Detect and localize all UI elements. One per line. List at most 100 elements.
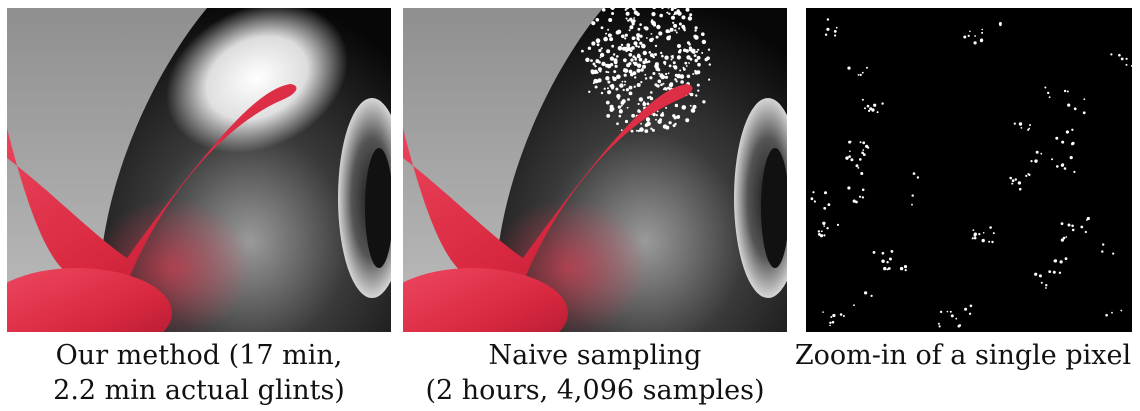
zoom-glint-dot <box>972 229 975 232</box>
zoom-glint-dot <box>1067 103 1071 107</box>
zoom-glint-dot <box>1086 216 1090 221</box>
zoom-glint-dot <box>1034 272 1038 276</box>
glint-dot <box>632 36 636 40</box>
glint-dot <box>645 60 649 64</box>
glint-dot <box>681 15 686 20</box>
glint-dot <box>637 109 641 113</box>
glint-dot <box>629 17 633 21</box>
glint-dot <box>658 72 661 75</box>
glint-dot <box>607 90 612 95</box>
glint-dot <box>661 111 664 114</box>
render-naive-sampling <box>403 8 787 332</box>
zoom-glint-dot <box>1029 124 1031 126</box>
glint-dot <box>640 81 643 84</box>
glint-dot <box>637 129 640 133</box>
glint-dot <box>667 8 670 9</box>
render-naive-sampling-image <box>403 8 787 332</box>
zoom-glint-dot <box>1083 98 1086 100</box>
glint-dot <box>657 119 662 124</box>
glint-dot <box>644 73 647 76</box>
zoom-glint-dot <box>1080 225 1084 229</box>
zoom-glint-dot <box>859 141 862 144</box>
zoom-glint-dot <box>1060 238 1064 242</box>
zoom-glint-dot <box>823 225 825 227</box>
glint-dot <box>678 27 681 30</box>
zoom-glint-dot <box>823 206 827 210</box>
glint-dot <box>685 8 690 12</box>
zoom-glint-dot <box>1060 163 1064 167</box>
glint-dot <box>692 48 696 52</box>
glint-dot <box>607 80 611 84</box>
glint-dot <box>610 83 614 87</box>
glint-dot <box>643 101 645 104</box>
zoom-glint-dot <box>991 240 994 244</box>
caption-line: 2.2 min actual glints) <box>53 375 345 406</box>
glint-dot <box>617 97 620 100</box>
glint-dot <box>623 73 627 77</box>
zoom-glint-dot <box>823 234 826 237</box>
glint-dot <box>608 18 613 22</box>
zoom-glint-dot <box>1112 252 1115 255</box>
glint-dot <box>655 84 659 88</box>
zoom-glint-dot <box>1020 127 1023 129</box>
zoom-glint-dot <box>852 199 856 203</box>
glint-dot <box>695 94 698 97</box>
glint-dot <box>652 55 655 59</box>
glint-dot <box>624 37 627 40</box>
glint-dot <box>665 72 668 76</box>
glint-dot <box>674 11 678 15</box>
glint-dot <box>639 41 643 45</box>
glint-dot <box>610 8 613 10</box>
glint-dot <box>630 58 634 62</box>
caption-line: (2 hours, 4,096 samples) <box>425 375 765 406</box>
zoom-glint-dot <box>820 230 823 233</box>
zoom-glint-dot <box>866 66 868 69</box>
zoom-glint-dot <box>1044 86 1047 89</box>
glint-dot <box>681 105 687 110</box>
glint-dot <box>666 11 669 14</box>
glint-dot <box>695 50 698 53</box>
zoom-glint-dot <box>829 321 832 324</box>
zoom-glint-dot <box>1062 236 1066 240</box>
zoom-glint-dot <box>981 31 984 34</box>
glint-dot <box>607 33 612 38</box>
zoom-glint-dot <box>834 34 837 37</box>
glint-dot <box>655 118 657 121</box>
glint-dot <box>642 102 647 107</box>
zoom-glint-dot <box>1025 174 1028 177</box>
zoom-glint-dot <box>999 23 1002 27</box>
glint-dot <box>696 55 701 60</box>
glint-dot <box>607 71 610 74</box>
glint-dot <box>599 56 602 59</box>
glint-dot <box>594 85 598 89</box>
zoom-glint-dot <box>862 141 866 145</box>
zoom-glint-dot <box>881 259 884 263</box>
glint-dot <box>643 26 647 30</box>
zoom-glint-dot <box>1040 281 1043 284</box>
glint-dot <box>639 127 644 132</box>
glint-dot <box>690 93 693 96</box>
glint-dot <box>606 63 610 68</box>
glint-dot <box>704 57 708 62</box>
zoom-glint-dot <box>861 188 865 192</box>
zoom-glint-dot <box>1060 222 1064 226</box>
glint-dot <box>637 102 640 106</box>
glint-dot <box>661 8 664 10</box>
glint-dot <box>581 49 584 53</box>
glint-dot <box>654 44 658 48</box>
zoom-glint-dot <box>980 38 983 41</box>
zoom-glint-dot <box>1035 150 1039 154</box>
zoom-glint-dot <box>1048 270 1052 273</box>
glint-dot <box>687 16 693 21</box>
glint-dot <box>594 78 597 81</box>
zoom-glint-dot <box>958 324 962 327</box>
zoom-glint-dot <box>1056 165 1059 168</box>
glint-dot <box>701 32 705 36</box>
glint-dot <box>611 44 615 48</box>
glint-dot <box>637 45 640 48</box>
glint-dot <box>662 82 665 85</box>
glint-dot <box>592 82 595 85</box>
glint-dot <box>675 80 678 83</box>
glint-dot <box>677 115 680 118</box>
glint-dot <box>692 73 695 75</box>
